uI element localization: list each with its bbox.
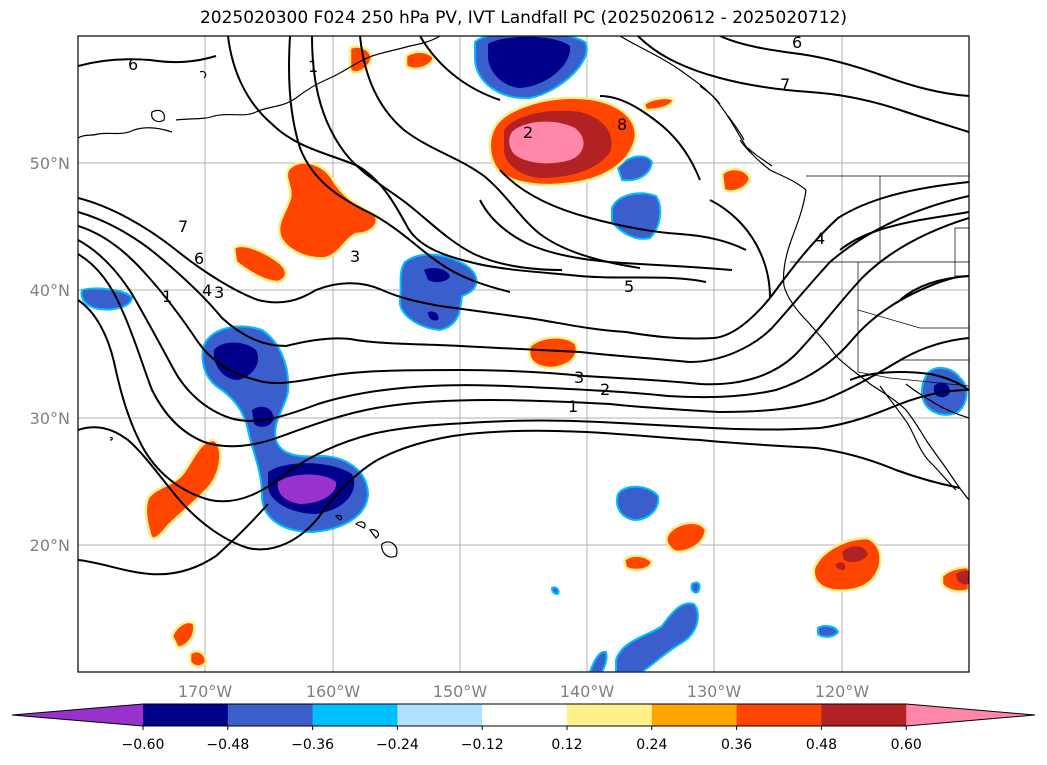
contour-label: 4 <box>202 281 212 300</box>
colorbar-tick-label: −0.12 <box>461 737 504 753</box>
pc-filled-regions <box>80 36 969 672</box>
negative-anomaly-core <box>488 36 571 88</box>
colorbar-tick-label: 0.12 <box>551 737 582 753</box>
lat-tick-label: 50°N <box>30 154 70 173</box>
colorbar-segment <box>821 704 907 726</box>
negative-anomaly-patch <box>616 485 660 522</box>
colorbar-labels: −0.60 −0.48 −0.36 −0.24 −0.12 0.12 0.24 0.36 0.4… <box>122 726 922 753</box>
contour-label: 6 <box>792 33 802 52</box>
negative-anomaly-patch <box>690 581 701 594</box>
contour-label: 6 <box>194 249 204 268</box>
contour-label: 2 <box>600 380 610 399</box>
positive-anomaly-patch <box>232 244 288 284</box>
positive-extreme-core <box>509 121 584 164</box>
colorbar-tick-label: −0.24 <box>376 737 419 753</box>
positive-anomaly-core <box>956 570 969 585</box>
negative-extreme-core <box>277 474 337 504</box>
negative-anomaly-patch <box>616 155 654 182</box>
coastlines <box>78 36 969 558</box>
longitude-labels: 170°W 160°W 150°W 140°W 130°W 120°W <box>178 682 870 701</box>
lon-tick-label: 170°W <box>178 682 233 701</box>
contour-label: 5 <box>624 277 634 296</box>
positive-anomaly-patch <box>642 96 676 112</box>
colorbar-segment <box>567 704 653 726</box>
positive-anomaly-patch <box>170 620 196 650</box>
colorbar-tick-label: 0.24 <box>636 737 667 753</box>
negative-anomaly-patch <box>588 650 608 672</box>
lon-tick-label: 120°W <box>815 682 870 701</box>
negative-anomaly-patch <box>817 624 840 638</box>
colorbar-segment <box>397 704 483 726</box>
contour-label: 6 <box>128 55 138 74</box>
colorbar-tick-label: 0.48 <box>806 737 837 753</box>
negative-anomaly-patch <box>615 602 699 672</box>
negative-anomaly-core <box>428 311 439 321</box>
map-frame <box>77 35 970 673</box>
positive-anomaly-patch <box>404 50 436 70</box>
negative-anomaly-patch <box>550 586 560 596</box>
lat-tick-label: 30°N <box>30 409 70 428</box>
colorbar-extend-min <box>12 704 143 726</box>
colorbar-extend-max <box>906 704 1035 726</box>
colorbar-tick-label: 0.36 <box>721 737 752 753</box>
positive-anomaly-core <box>836 562 846 570</box>
contour-label: 2 <box>523 123 533 142</box>
positive-anomaly-core <box>842 546 868 562</box>
positive-anomaly-patch <box>622 554 654 572</box>
colorbar-segment <box>312 704 398 726</box>
colorbar-segment <box>227 704 314 726</box>
contour-label: 4 <box>815 229 825 248</box>
contour-label: 1 <box>308 57 318 76</box>
colorbar-tick-label: −0.48 <box>206 737 249 753</box>
contour-label: 7 <box>178 217 188 236</box>
positive-anomaly-patch <box>665 521 708 554</box>
colorbar-tick-label: 0.60 <box>891 737 922 753</box>
contour-label: 3 <box>350 247 360 266</box>
colorbar-tick-label: −0.60 <box>122 737 165 753</box>
contour-label: 3 <box>574 368 584 387</box>
negative-anomaly-core <box>252 406 274 427</box>
lon-tick-label: 130°W <box>687 682 742 701</box>
lat-tick-label: 20°N <box>30 536 70 555</box>
negative-anomaly-core <box>424 268 450 283</box>
lon-tick-label: 140°W <box>560 682 615 701</box>
contour-label: 7 <box>780 75 790 94</box>
contour-label: 3 <box>214 283 224 302</box>
colorbar-segment <box>482 704 568 726</box>
negative-anomaly-core <box>213 342 258 380</box>
pv-contours <box>78 36 969 576</box>
contour-label: 1 <box>162 287 172 306</box>
contour-label: 8 <box>617 115 627 134</box>
lon-tick-label: 160°W <box>306 682 361 701</box>
colorbar-tick-label: −0.36 <box>291 737 334 753</box>
positive-anomaly-patch <box>277 161 379 260</box>
lon-tick-label: 150°W <box>433 682 488 701</box>
contour-label: 1 <box>568 397 578 416</box>
positive-anomaly-patch <box>348 45 374 74</box>
positive-anomaly-patch <box>188 650 208 668</box>
contour-labels: 6 1 6 7 8 2 4 3 5 3 2 1 1 6 7 4 3 <box>128 33 825 416</box>
colorbar-segment <box>651 704 738 726</box>
positive-anomaly-patch <box>527 336 579 370</box>
colorbar-segment <box>736 704 822 726</box>
positive-anomaly-patch <box>720 167 752 193</box>
map-title: 2025020300 F024 250 hPa PV, IVT Landfall… <box>199 8 847 28</box>
colorbar-segment <box>143 704 229 726</box>
colorbar <box>11 703 1036 727</box>
latitude-labels: 50°N 40°N 30°N 20°N <box>30 154 70 555</box>
lat-tick-label: 40°N <box>30 281 70 300</box>
negative-anomaly-patch <box>611 192 662 240</box>
